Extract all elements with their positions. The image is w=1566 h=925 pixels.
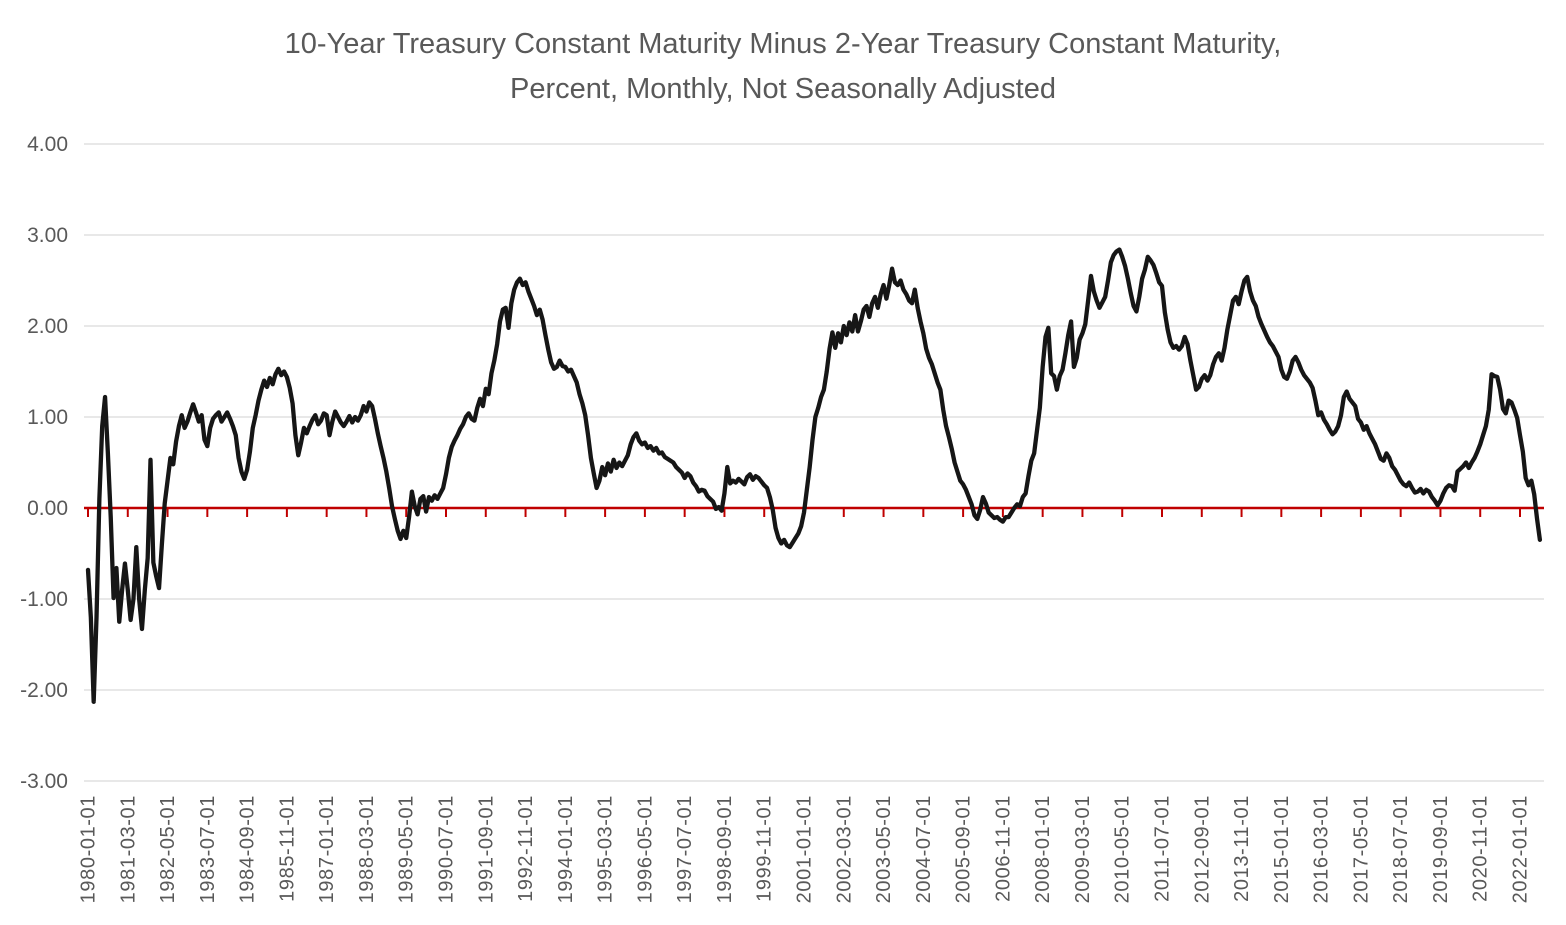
- chart-title-line1: 10-Year Treasury Constant Maturity Minus…: [284, 28, 1282, 60]
- y-tick-label-4.00: 4.00: [27, 133, 68, 156]
- x-tick-label: 1994-01-01: [555, 795, 577, 903]
- x-tick-label: 2013-11-01: [1231, 795, 1253, 902]
- x-tick-label: 2001-01-01: [794, 795, 816, 903]
- x-tick-label: 2006-11-01: [992, 795, 1014, 902]
- x-tick-label: 1989-05-01: [396, 795, 418, 903]
- x-tick-label: 2017-05-01: [1350, 795, 1372, 903]
- y-tick-label-2.00: 2.00: [27, 315, 68, 338]
- x-tick-label: 2015-01-01: [1271, 795, 1293, 903]
- x-tick-label: 1984-09-01: [237, 795, 259, 903]
- x-tick-label: 2020-11-01: [1470, 795, 1492, 902]
- x-tick-label: 1999-11-01: [754, 795, 776, 902]
- x-tick-label: 2004-07-01: [913, 795, 935, 903]
- x-tick-label: 2005-09-01: [953, 795, 975, 903]
- y-tick-label--3.00: -3.00: [20, 770, 68, 793]
- x-tick-label: 1998-09-01: [714, 795, 736, 903]
- x-tick-label: 1997-07-01: [674, 795, 696, 903]
- x-tick-label: 1982-05-01: [157, 795, 179, 903]
- x-tick-label: 1996-05-01: [634, 795, 656, 903]
- gridlines: [84, 143, 1544, 782]
- x-tick-label: 1991-09-01: [475, 795, 497, 903]
- x-tick-label: 1987-01-01: [316, 795, 338, 903]
- x-tick-label: 2022-01-01: [1510, 795, 1532, 903]
- x-tick-label: 2012-09-01: [1191, 795, 1213, 903]
- y-tick-label--2.00: -2.00: [20, 679, 68, 702]
- x-tick-label: 1990-07-01: [436, 795, 458, 903]
- x-tick-label: 1995-03-01: [595, 795, 617, 903]
- x-tick-label: 2016-03-01: [1311, 795, 1333, 903]
- x-tick-label: 1988-03-01: [356, 795, 378, 903]
- spread-line-series: [85, 247, 1543, 704]
- chart-title-line2: Percent, Monthly, Not Seasonally Adjuste…: [510, 73, 1056, 105]
- x-tick-label: 1983-07-01: [197, 795, 219, 903]
- x-tick-label: 1985-11-01: [276, 795, 298, 902]
- x-tick-label: 2019-09-01: [1430, 795, 1452, 903]
- x-tick-label: 2002-03-01: [833, 795, 855, 903]
- y-tick-label-0.00: 0.00: [27, 497, 68, 520]
- x-axis-labels: 1980-01-01 1981-03-01 1982-05-01 1983-07-01…: [78, 795, 1532, 903]
- x-tick-label: 2018-07-01: [1390, 795, 1412, 903]
- zero-line: [84, 506, 1544, 517]
- x-tick-label: 1992-11-01: [515, 795, 537, 902]
- y-tick-label--1.00: -1.00: [20, 588, 68, 611]
- x-tick-label: 1980-01-01: [78, 795, 100, 903]
- x-tick-label: 2010-05-01: [1112, 795, 1134, 903]
- y-tick-label-1.00: 1.00: [27, 406, 68, 429]
- y-axis-labels: 4.00 3.00 2.00 1.00 0.00 -1.00 -2.00 -3.00: [20, 133, 68, 793]
- x-tick-label: 2009-03-01: [1072, 795, 1094, 903]
- x-tick-label: 2011-07-01: [1152, 795, 1174, 902]
- data-series: [85, 247, 1543, 704]
- y-tick-label-3.00: 3.00: [27, 224, 68, 247]
- x-tick-label: 1981-03-01: [117, 795, 139, 903]
- x-tick-label: 2008-01-01: [1032, 795, 1054, 903]
- x-tick-label: 2003-05-01: [873, 795, 895, 903]
- chart-title: 10-Year Treasury Constant Maturity Minus…: [0, 22, 1566, 112]
